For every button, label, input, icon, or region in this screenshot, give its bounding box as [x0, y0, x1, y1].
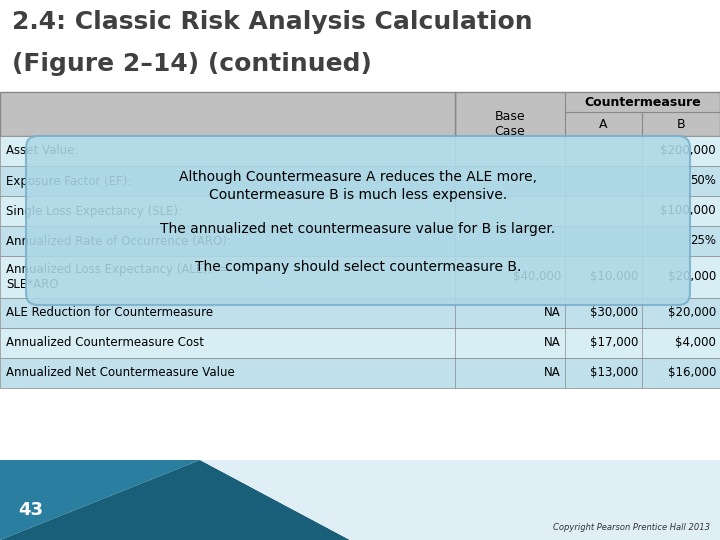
Text: Exposure Factor (EF):: Exposure Factor (EF):	[6, 174, 131, 187]
Text: Single Loss Expectancy (SLE):: Single Loss Expectancy (SLE):	[6, 205, 182, 218]
Text: $4,000: $4,000	[675, 336, 716, 349]
Text: Annualized Net Countermeasure Value: Annualized Net Countermeasure Value	[6, 367, 235, 380]
Text: Asset Value:: Asset Value:	[6, 145, 78, 158]
Bar	[0, 196, 720, 226]
Text: $17,000: $17,000	[590, 336, 638, 349]
Text: Annualized Loss Expectancy (ALE):  =
SLE*ARO: Annualized Loss Expectancy (ALE): = SLE*…	[6, 262, 229, 292]
Text: Although Countermeasure A reduces the ALE more,: Although Countermeasure A reduces the AL…	[179, 170, 537, 184]
Text: 2.4: Classic Risk Analysis Calculation: 2.4: Classic Risk Analysis Calculation	[12, 10, 533, 34]
Bar	[0, 298, 720, 328]
Text: NA: NA	[544, 307, 561, 320]
Bar	[0, 92, 455, 136]
Bar	[0, 358, 720, 388]
Text: $10,000: $10,000	[590, 271, 638, 284]
Bar	[0, 166, 720, 196]
Bar	[0, 226, 720, 256]
Text: Countermeasure B is much less expensive.: Countermeasure B is much less expensive.	[209, 188, 507, 202]
Text: Annualized Rate of Occurrence (ARO):: Annualized Rate of Occurrence (ARO):	[6, 234, 231, 247]
Text: Annualized Countermeasure Cost: Annualized Countermeasure Cost	[6, 336, 204, 349]
Bar	[0, 328, 720, 358]
Polygon shape	[200, 460, 720, 540]
Text: ALE Reduction for Countermeasure: ALE Reduction for Countermeasure	[6, 307, 213, 320]
Text: NA: NA	[544, 336, 561, 349]
Bar	[0, 136, 720, 166]
Text: The company should select countermeasure B.: The company should select countermeasure…	[195, 260, 521, 274]
Text: $20,000: $20,000	[667, 307, 716, 320]
Polygon shape	[0, 460, 200, 540]
Text: $30,000: $30,000	[590, 307, 638, 320]
Bar	[0, 0, 720, 460]
FancyBboxPatch shape	[26, 136, 690, 305]
Text: Countermeasure: Countermeasure	[584, 96, 701, 109]
Text: $100,000: $100,000	[660, 205, 716, 218]
Bar	[0, 256, 720, 298]
Polygon shape	[0, 460, 350, 540]
Text: NA: NA	[544, 367, 561, 380]
Text: 50%: 50%	[690, 174, 716, 187]
Text: A: A	[599, 118, 608, 131]
Text: (Figure 2–14) (continued): (Figure 2–14) (continued)	[12, 52, 372, 76]
Text: 43: 43	[18, 501, 43, 519]
Text: B: B	[677, 118, 685, 131]
Text: The annualized net countermeasure value for B is larger.: The annualized net countermeasure value …	[161, 222, 556, 236]
Text: $200,000: $200,000	[660, 145, 716, 158]
Text: Base
Case: Base Case	[495, 110, 526, 138]
Text: $20,000: $20,000	[667, 271, 716, 284]
Bar	[455, 92, 720, 136]
Text: $40,000: $40,000	[513, 271, 561, 284]
Text: $16,000: $16,000	[667, 367, 716, 380]
Text: $13,000: $13,000	[590, 367, 638, 380]
Text: 25%: 25%	[690, 234, 716, 247]
Text: Copyright Pearson Prentice Hall 2013: Copyright Pearson Prentice Hall 2013	[553, 523, 710, 532]
